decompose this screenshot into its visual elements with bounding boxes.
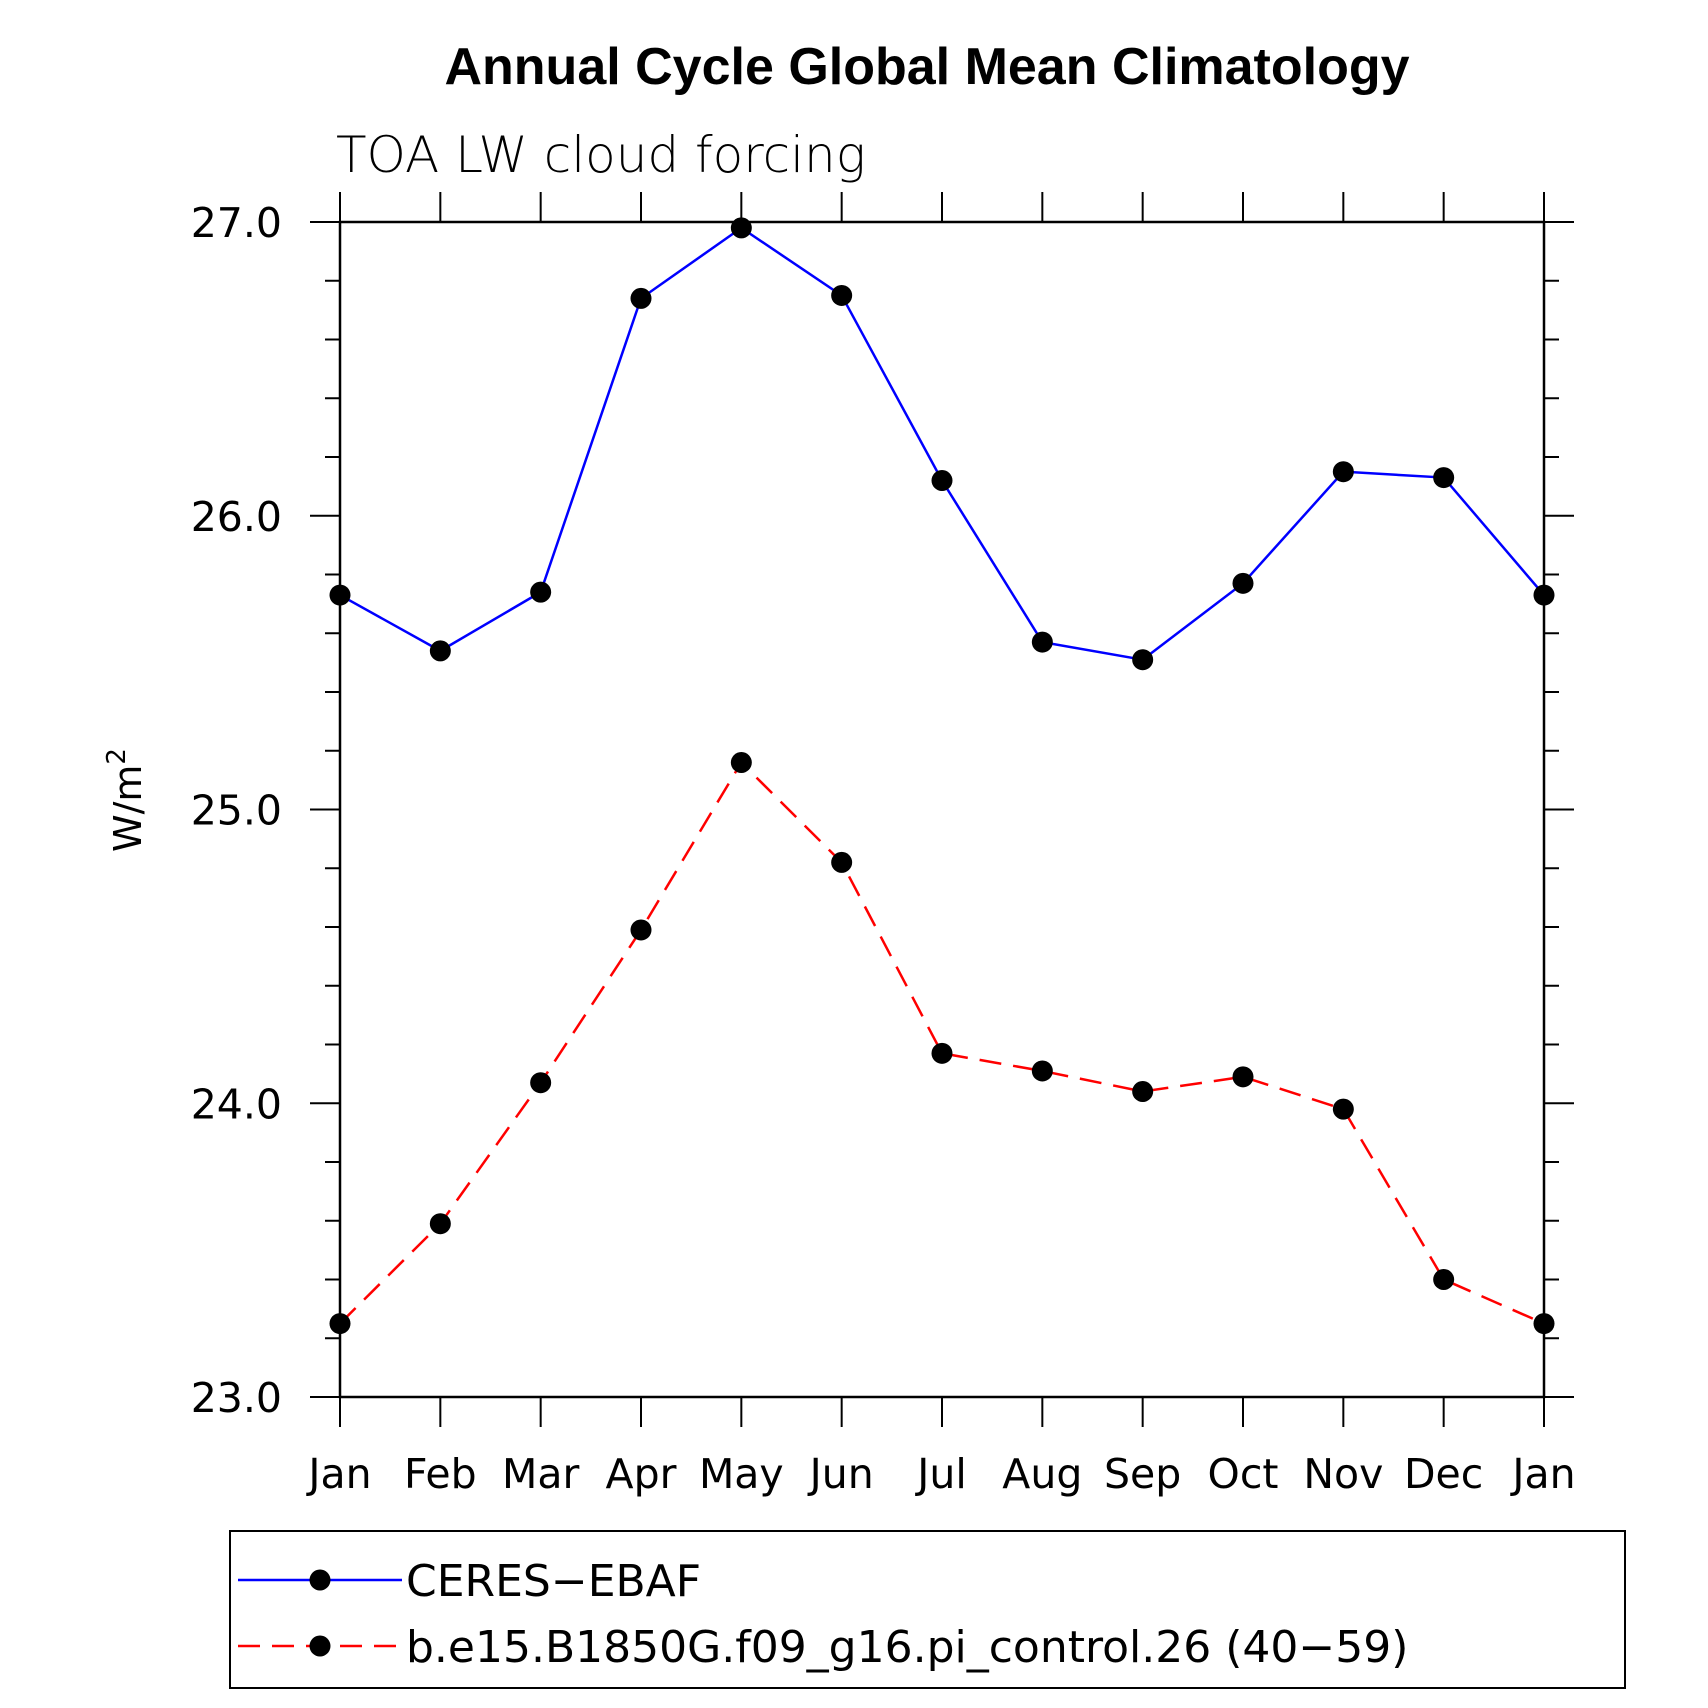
- chart-title: Annual Cycle Global Mean Climatology: [444, 38, 1409, 96]
- data-point-0: [429, 640, 451, 662]
- data-point-1: [630, 919, 652, 941]
- data-point-0: [530, 581, 552, 603]
- data-point-0: [831, 284, 853, 306]
- data-point-0: [1533, 584, 1555, 606]
- data-point-1: [329, 1313, 351, 1335]
- x-tick-label: Mar: [502, 1450, 579, 1498]
- data-point-0: [931, 470, 953, 491]
- data-point-0: [730, 217, 752, 239]
- x-tick-label: Jan: [305, 1450, 371, 1498]
- x-tick-label: Aug: [1002, 1450, 1082, 1498]
- chart-subtitle: TOA LW cloud forcing: [336, 126, 866, 184]
- data-point-0: [1232, 572, 1254, 594]
- x-tick-label: Oct: [1208, 1450, 1279, 1498]
- x-tick-label: Jun: [807, 1450, 874, 1498]
- y-tick-label: 26.0: [191, 493, 282, 541]
- legend-marker-0: [309, 1569, 331, 1591]
- data-point-0: [630, 287, 652, 309]
- legend-box: [229, 1530, 1626, 1689]
- data-point-1: [530, 1072, 552, 1094]
- data-point-1: [1332, 1098, 1354, 1120]
- y-tick-label: 23.0: [191, 1374, 282, 1422]
- x-tick-label: Jul: [914, 1450, 966, 1498]
- legend-marker-1: [309, 1635, 331, 1657]
- data-point-1: [931, 1042, 953, 1064]
- legend-label-1: b.e15.B1850G.f09_g16.pi_control.26 (40−5…: [406, 1622, 1408, 1673]
- data-point-0: [1031, 631, 1053, 653]
- y-tick-label: 24.0: [191, 1080, 282, 1128]
- x-tick-label: Nov: [1303, 1450, 1383, 1498]
- legend-label-0: CERES−EBAF: [406, 1556, 701, 1607]
- x-tick-label: Apr: [606, 1450, 677, 1498]
- y-tick-label: 27.0: [191, 199, 282, 247]
- y-axis-label: W/m2: [102, 748, 150, 852]
- x-tick-label: Dec: [1404, 1450, 1483, 1498]
- data-point-1: [730, 752, 752, 773]
- data-point-0: [1433, 467, 1455, 489]
- x-tick-label: Jan: [1509, 1450, 1575, 1498]
- legend: CERES−EBAF b.e15.B1850G.f09_g16.pi_contro…: [229, 1530, 1626, 1689]
- data-point-0: [1132, 649, 1154, 671]
- series-line-0: [339, 226, 1545, 662]
- data-point-1: [831, 851, 853, 873]
- x-tick-label: Feb: [404, 1450, 477, 1498]
- plot-frame: [338, 220, 1546, 1399]
- data-point-1: [429, 1213, 451, 1235]
- plot-area: 23.0 24.0 25.0 26.0 27.0 Jan Feb Mar Apr May Jun Ju…: [191, 192, 1576, 1498]
- data-point-1: [1031, 1060, 1053, 1082]
- x-tick-label: May: [699, 1450, 784, 1498]
- data-point-1: [1533, 1313, 1555, 1335]
- data-point-0: [1332, 461, 1354, 483]
- data-point-0: [329, 584, 351, 606]
- y-tick-label: 25.0: [191, 787, 282, 835]
- data-point-1: [1433, 1269, 1455, 1290]
- data-point-1: [1132, 1081, 1154, 1102]
- data-point-1: [1232, 1066, 1254, 1088]
- x-tick-label: Sep: [1104, 1450, 1181, 1498]
